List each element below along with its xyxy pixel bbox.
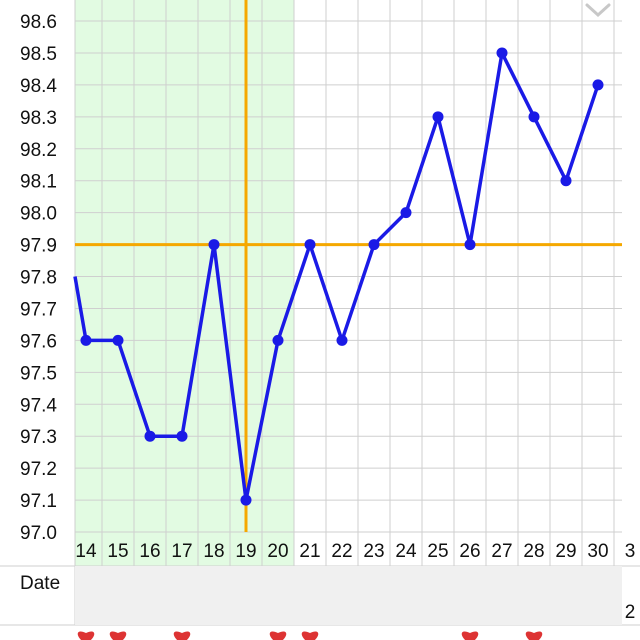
y-tick-label: 98.1 xyxy=(20,172,57,193)
y-tick-label: 98.5 xyxy=(20,44,57,65)
cycle-day-label: 3 xyxy=(625,541,636,562)
date-row xyxy=(75,566,622,625)
heart-icon xyxy=(173,631,191,640)
cycle-day-label: 26 xyxy=(459,541,480,562)
cycle-day-label: 27 xyxy=(491,541,512,562)
cycle-day-label: 22 xyxy=(331,541,352,562)
temperature-point-day-29 xyxy=(560,175,572,187)
cycle-day-label: 30 xyxy=(587,541,608,562)
y-tick-label: 97.7 xyxy=(20,299,57,320)
temperature-point-day-17 xyxy=(176,430,188,442)
temperature-point-day-15 xyxy=(112,334,124,346)
cycle-day-label: 18 xyxy=(203,541,224,562)
y-tick-label: 98.3 xyxy=(20,108,57,129)
cycle-day-label: 24 xyxy=(395,541,417,562)
y-tick-label: 98.0 xyxy=(20,204,57,225)
temperature-point-day-24 xyxy=(400,207,412,219)
temperature-point-day-26 xyxy=(464,239,476,251)
temperature-point-day-14 xyxy=(80,334,92,346)
temperature-point-day-23 xyxy=(368,239,380,251)
temperature-point-day-16 xyxy=(144,430,156,442)
cycle-day-label: 21 xyxy=(299,541,320,562)
temperature-line xyxy=(73,51,600,502)
chevron-down-icon[interactable] xyxy=(585,3,611,18)
cycle-day-label: 25 xyxy=(427,541,448,562)
cycle-day-label: 20 xyxy=(267,541,288,562)
y-tick-label: 97.0 xyxy=(20,523,57,544)
y-tick-label: 97.6 xyxy=(20,331,57,352)
heart-icon xyxy=(269,631,287,640)
cycle-day-label: 29 xyxy=(555,541,576,562)
heart-icon xyxy=(301,631,319,640)
y-tick-label: 97.2 xyxy=(20,459,57,480)
heart-icon xyxy=(525,631,543,640)
cycle-day-label: 17 xyxy=(171,541,192,562)
cycle-day-label: 28 xyxy=(523,541,544,562)
fertile-window-shading xyxy=(75,0,294,566)
temperature-point-day-28 xyxy=(528,111,540,123)
date-day-label: 2 xyxy=(625,602,636,623)
temperature-point-day-18 xyxy=(208,239,220,251)
y-tick-label: 98.6 xyxy=(20,12,57,33)
y-tick-label: 98.4 xyxy=(20,76,57,97)
y-tick-label: 97.3 xyxy=(20,427,57,448)
cycle-day-label: 15 xyxy=(107,541,128,562)
temperature-point-day-30 xyxy=(592,79,604,91)
y-tick-label: 97.4 xyxy=(20,395,57,416)
temperature-point-day-20 xyxy=(272,334,284,346)
heart-icon xyxy=(77,631,95,640)
date-row-label: Date xyxy=(20,573,60,594)
cycle-day-label: 23 xyxy=(363,541,384,562)
y-tick-label: 97.8 xyxy=(20,268,57,289)
cycle-day-label: 14 xyxy=(75,541,97,562)
temperature-point-day-25 xyxy=(432,111,444,123)
temperature-point-day-19 xyxy=(240,494,252,506)
cycle-day-label: 16 xyxy=(139,541,160,562)
y-tick-label: 97.9 xyxy=(20,236,57,257)
temperature-point-day-21 xyxy=(304,239,316,251)
temperature-point-day-22 xyxy=(336,334,348,346)
cycle-day-label: 19 xyxy=(235,541,256,562)
temperature-point-day-27 xyxy=(496,47,508,59)
y-tick-label: 98.2 xyxy=(20,140,57,161)
heart-icon xyxy=(109,631,127,640)
y-tick-label: 97.1 xyxy=(20,491,57,512)
heart-icon xyxy=(461,631,479,640)
y-tick-label: 97.5 xyxy=(20,363,57,384)
